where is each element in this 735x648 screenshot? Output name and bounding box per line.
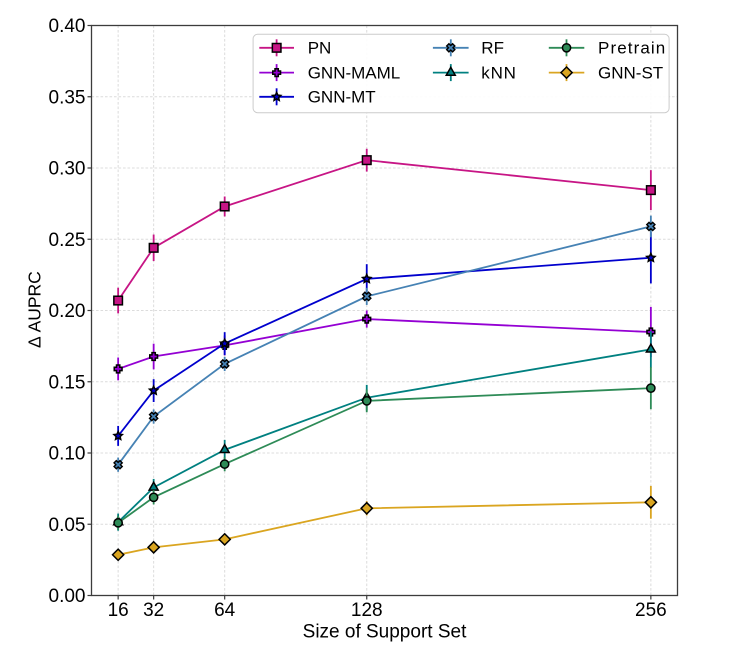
svg-text:32: 32 (143, 600, 164, 621)
svg-text:0.40: 0.40 (49, 16, 86, 37)
svg-text:kNN: kNN (481, 63, 516, 82)
svg-text:0.20: 0.20 (49, 301, 86, 322)
svg-text:256: 256 (635, 600, 667, 621)
svg-text:128: 128 (351, 600, 383, 621)
svg-text:0.05: 0.05 (49, 515, 86, 536)
svg-text:GNN-MT: GNN-MT (308, 88, 376, 107)
svg-text:16: 16 (108, 600, 129, 621)
svg-text:Pretrain: Pretrain (598, 39, 666, 58)
svg-text:Size of Support Set: Size of Support Set (303, 622, 467, 643)
svg-text:0.15: 0.15 (49, 372, 86, 393)
svg-text:Δ AUPRC: Δ AUPRC (24, 271, 44, 348)
svg-text:0.00: 0.00 (49, 586, 86, 607)
svg-text:GNN-ST: GNN-ST (598, 63, 663, 82)
svg-text:0.30: 0.30 (49, 159, 86, 180)
svg-text:RF: RF (481, 39, 504, 58)
svg-text:0.25: 0.25 (49, 230, 86, 251)
svg-text:GNN-MAML: GNN-MAML (308, 63, 401, 82)
svg-text:0.10: 0.10 (49, 444, 86, 465)
svg-text:64: 64 (214, 600, 236, 621)
svg-text:0.35: 0.35 (49, 87, 86, 108)
svg-text:PN: PN (308, 39, 332, 58)
